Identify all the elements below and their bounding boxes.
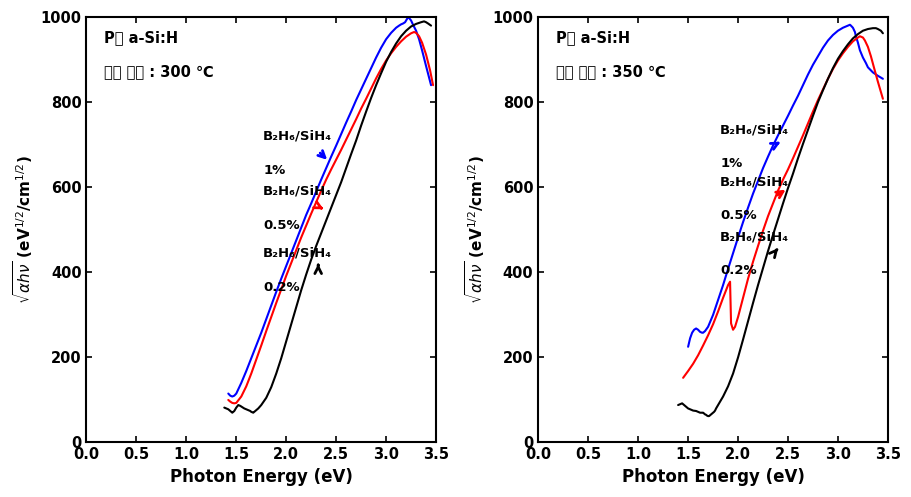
Text: B₂H₆/SiH₄: B₂H₆/SiH₄ <box>263 185 332 198</box>
Y-axis label: $\sqrt{\alpha h\nu}$ (eV$^{1/2}$/cm$^{1/2}$): $\sqrt{\alpha h\nu}$ (eV$^{1/2}$/cm$^{1/… <box>11 156 35 304</box>
Text: B₂H₆/SiH₄: B₂H₆/SiH₄ <box>720 123 788 136</box>
Text: 1%: 1% <box>720 157 742 170</box>
X-axis label: Photon Energy (eV): Photon Energy (eV) <box>621 468 804 486</box>
Text: P형 a-Si:H: P형 a-Si:H <box>104 30 178 45</box>
Text: 증착 온도 : 300 ℃: 증착 온도 : 300 ℃ <box>104 64 213 79</box>
Text: P형 a-Si:H: P형 a-Si:H <box>555 30 630 45</box>
Text: 증착 온도 : 350 ℃: 증착 온도 : 350 ℃ <box>555 64 665 79</box>
Text: 0.5%: 0.5% <box>720 209 756 222</box>
Text: 0.5%: 0.5% <box>263 219 300 232</box>
Text: 1%: 1% <box>263 164 285 176</box>
Text: 0.2%: 0.2% <box>263 281 300 294</box>
Text: B₂H₆/SiH₄: B₂H₆/SiH₄ <box>263 247 332 259</box>
Y-axis label: $\sqrt{\alpha h\nu}$ (eV$^{1/2}$/cm$^{1/2}$): $\sqrt{\alpha h\nu}$ (eV$^{1/2}$/cm$^{1/… <box>463 156 486 304</box>
Text: B₂H₆/SiH₄: B₂H₆/SiH₄ <box>263 130 332 143</box>
Text: B₂H₆/SiH₄: B₂H₆/SiH₄ <box>720 231 788 244</box>
X-axis label: Photon Energy (eV): Photon Energy (eV) <box>169 468 353 486</box>
Text: B₂H₆/SiH₄: B₂H₆/SiH₄ <box>720 175 788 188</box>
Text: 0.2%: 0.2% <box>720 264 756 277</box>
